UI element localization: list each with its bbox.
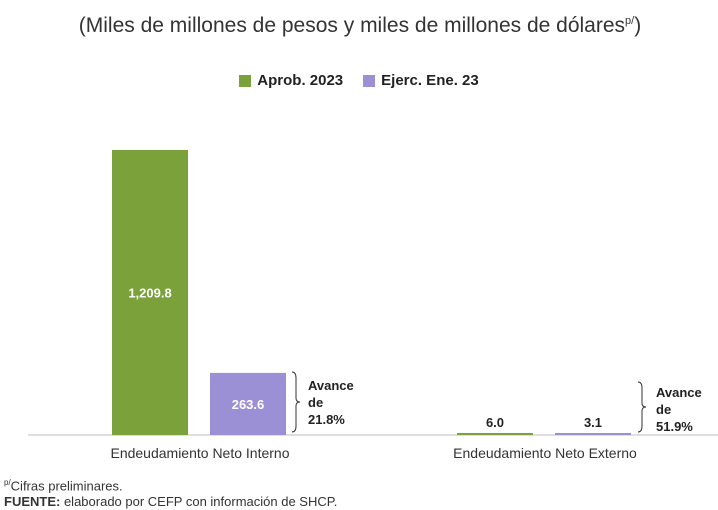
annotation-1-line-0: Avance: [656, 385, 702, 400]
data-label-aprob-0: 1,209.8: [128, 286, 171, 301]
brace-1: [637, 381, 647, 433]
footnote-text: Cifras preliminares.: [10, 478, 123, 494]
legend: Aprob. 2023 Ejerc. Ene. 23: [0, 72, 718, 89]
data-label-ejerc-0: 263.6: [232, 397, 265, 412]
data-label-ejerc-1: 3.1: [584, 415, 602, 430]
legend-item-aprob: Aprob. 2023: [239, 72, 343, 89]
brace-0: [291, 371, 301, 433]
data-label-aprob-1: 6.0: [486, 415, 504, 430]
title-text: (Miles de millones de pesos y miles de m…: [78, 14, 626, 37]
legend-label-aprob: Aprob. 2023: [257, 72, 344, 89]
category-label-1: Endeudamiento Neto Externo: [453, 445, 637, 461]
legend-label-ejerc: Ejerc. Ene. 23: [381, 72, 479, 89]
title-superscript: p/: [625, 15, 635, 27]
bar-ejerc-1: [555, 433, 631, 435]
title-closing: ): [634, 14, 642, 37]
footnote-superscript: p/: [4, 478, 11, 487]
annotation-0-line-1: de: [308, 395, 323, 410]
annotation-0-line-2: 21.8%: [308, 412, 345, 427]
source-label: FUENTE:: [4, 494, 61, 509]
chart-title: (Miles de millones de pesos y miles de m…: [70, 8, 650, 39]
annotation-1-line-1: de: [656, 402, 671, 417]
legend-item-ejerc: Ejerc. Ene. 23: [363, 72, 479, 89]
legend-swatch-ejerc: [363, 74, 376, 87]
bar-ejerc-0: [210, 372, 286, 435]
category-label-0: Endeudamiento Neto Interno: [110, 445, 289, 461]
bar-aprob-1: [457, 433, 533, 435]
annotation-1-line-2: 51.9%: [656, 419, 693, 434]
footnote-source: FUENTE: elaborado por CEFP con informaci…: [4, 494, 337, 509]
footnote-preliminary: p/Cifras preliminares.: [4, 478, 123, 493]
source-text: elaborado por CEFP con información de SH…: [60, 494, 338, 509]
annotation-0-line-0: Avance: [308, 378, 354, 393]
legend-swatch-aprob: [239, 74, 252, 87]
bar-chart: 1,209.8 263.6 Endeudamiento Neto Interno 6.…: [28, 150, 718, 461]
bar-aprob-0: [112, 150, 188, 435]
